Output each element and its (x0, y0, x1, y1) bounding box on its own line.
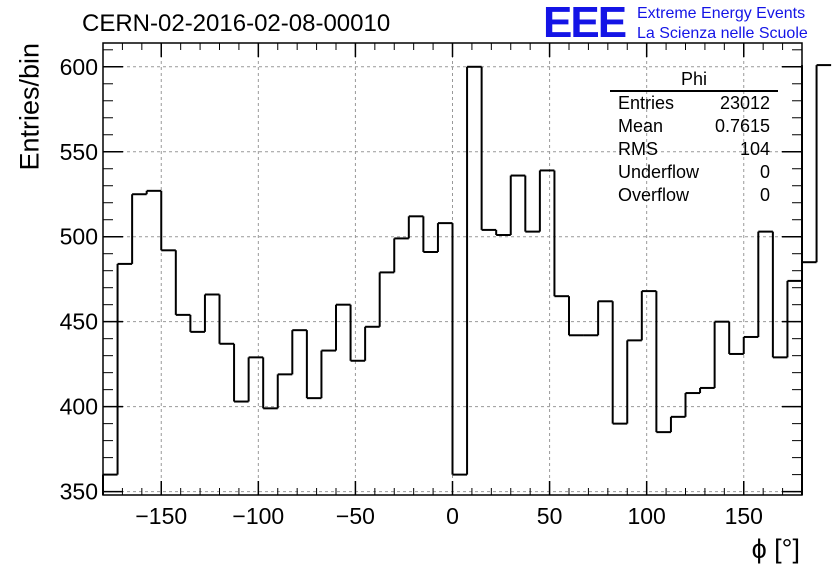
stats-row-overflow: Overflow 0 (610, 184, 778, 207)
stats-value: 0 (759, 162, 770, 182)
stats-value: 0.7615 (714, 116, 770, 136)
stats-row-entries: Entries 23012 (610, 92, 778, 115)
x-tick-label: −150 (135, 503, 187, 529)
stats-box: Phi Entries 23012 Mean 0.7615 RMS 104 Under… (610, 68, 778, 207)
chart-title: CERN-02-2016-02-08-00010 (82, 10, 391, 37)
stats-label: Entries (618, 93, 675, 113)
stats-value: 23012 (719, 93, 770, 113)
y-tick-label: 400 (60, 394, 98, 420)
axes (102, 42, 803, 496)
y-axis-label: Entries/bin (14, 42, 45, 171)
y-tick-label: 600 (60, 54, 98, 80)
stats-title: Phi (610, 68, 778, 92)
y-tick-label: 550 (60, 139, 98, 165)
eee-logo: EEE (543, 0, 627, 47)
x-tick-label: −100 (232, 503, 284, 529)
y-tick-label: 350 (60, 479, 98, 505)
stats-row-rms: RMS 104 (610, 138, 778, 161)
stats-label: Underflow (618, 162, 700, 182)
x-tick-label: −50 (336, 503, 375, 529)
stats-label: Overflow (618, 185, 690, 205)
x-tick-label: 50 (537, 503, 563, 529)
histogram-series (102, 64, 832, 495)
stats-value: 104 (739, 139, 770, 159)
x-tick-label: 150 (725, 503, 763, 529)
stats-label: RMS (618, 139, 658, 159)
stats-row-underflow: Underflow 0 (610, 161, 778, 184)
x-tick-label: 100 (627, 503, 665, 529)
stats-value: 0 (759, 185, 770, 205)
y-tick-label: 500 (60, 224, 98, 250)
stats-label: Mean (618, 116, 664, 136)
logo-line-1: Extreme Energy Events (637, 5, 806, 22)
stats-row-mean: Mean 0.7615 (610, 115, 778, 138)
y-tick-label: 450 (60, 309, 98, 335)
logo-line-2: La Scienza nelle Scuole (637, 25, 808, 42)
tick-labels: −150 −100 −50 0 50 100 150 350 400 450 500 550 600 (60, 54, 763, 529)
x-tick-label: 0 (446, 503, 459, 529)
x-axis-label: ϕ [°] (751, 534, 800, 564)
